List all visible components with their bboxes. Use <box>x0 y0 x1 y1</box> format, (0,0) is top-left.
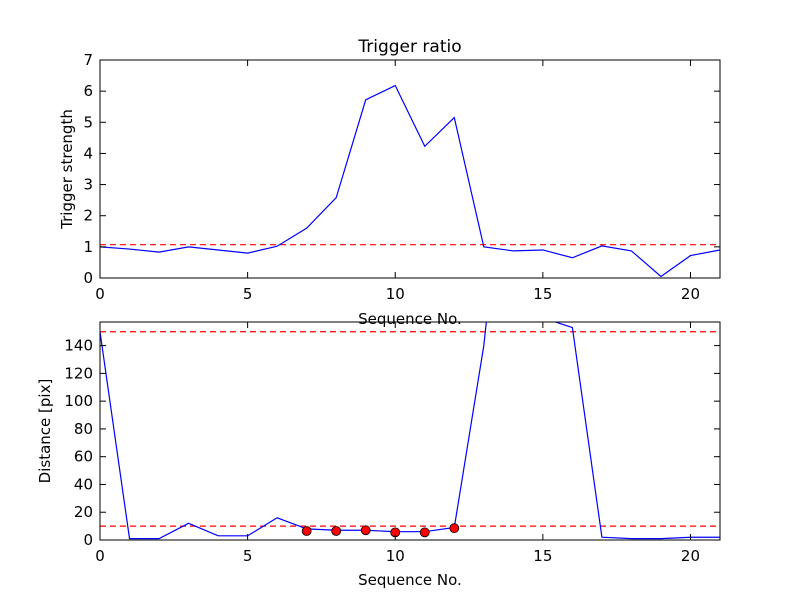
y-axis-label: Distance [pix] <box>36 379 54 484</box>
y-tick-label: 6 <box>83 82 93 100</box>
data-point-marker <box>301 526 312 536</box>
chart-title: Trigger ratio <box>357 37 461 57</box>
data-point-marker <box>331 526 342 536</box>
x-tick-label: 20 <box>681 285 700 303</box>
y-tick-label: 20 <box>74 503 93 521</box>
x-tick-label: 20 <box>681 547 700 565</box>
y-tick-label: 80 <box>74 420 93 438</box>
x-axis-label: Sequence No. <box>358 310 462 328</box>
x-tick-label: 10 <box>386 285 405 303</box>
y-tick-label: 0 <box>83 269 93 287</box>
ticks: 0 5 10 15 20 0 20 40 60 80 100 120 140 <box>64 322 720 565</box>
y-tick-label: 7 <box>83 51 93 69</box>
x-axis-label: Sequence No. <box>358 571 462 589</box>
x-tick-label: 15 <box>533 285 552 303</box>
y-tick-label: 0 <box>83 531 93 549</box>
y-tick-label: 100 <box>64 392 93 410</box>
x-tick-label: 5 <box>243 547 253 565</box>
x-tick-label: 10 <box>386 547 405 565</box>
axes-frame <box>99 59 721 279</box>
y-axis-label: Trigger strength <box>58 109 76 230</box>
axes-frame <box>99 321 721 541</box>
y-tick-label: 3 <box>83 176 93 194</box>
plot-area <box>100 322 720 540</box>
y-tick-label: 60 <box>74 448 93 466</box>
y-tick-label: 1 <box>83 238 93 256</box>
data-point-marker <box>360 525 371 536</box>
data-point-marker <box>449 523 460 534</box>
x-tick-label: 0 <box>95 285 105 303</box>
y-tick-label: 5 <box>83 113 93 131</box>
data-point-marker <box>419 527 430 538</box>
series-line <box>100 84 720 278</box>
series-line <box>100 322 720 540</box>
x-tick-label: 5 <box>243 285 253 303</box>
y-tick-label: 40 <box>74 475 93 493</box>
plot-area <box>100 84 720 278</box>
y-tick-label: 120 <box>64 364 93 382</box>
y-tick-label: 4 <box>83 144 93 162</box>
x-tick-label: 15 <box>533 547 552 565</box>
trigger-ratio-chart: Trigger ratio 0 5 10 15 20 0 1 2 3 4 5 6 7 Sequence … <box>58 37 721 328</box>
y-tick-label: 2 <box>83 207 93 225</box>
x-tick-label: 0 <box>95 547 105 565</box>
y-tick-label: 140 <box>64 337 93 355</box>
